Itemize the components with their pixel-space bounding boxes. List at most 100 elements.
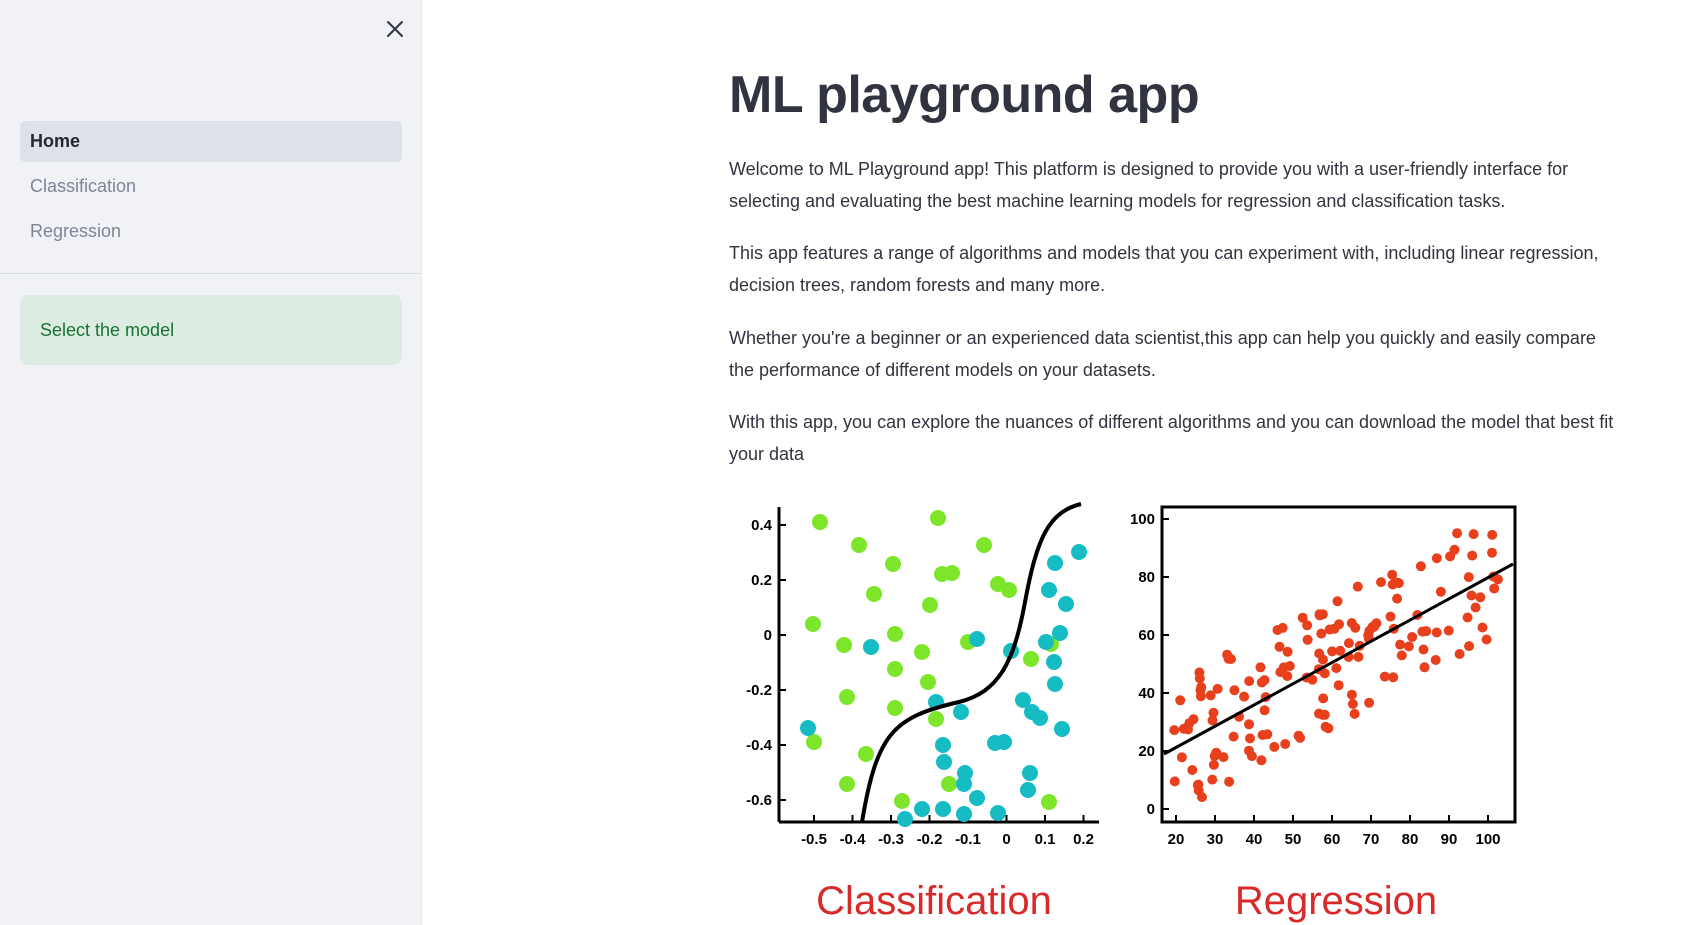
class-b-point: [953, 704, 969, 720]
regression-point: [1314, 610, 1325, 621]
class-b-point: [1041, 582, 1057, 598]
regression-point: [1371, 618, 1382, 629]
sidebar-divider: [0, 273, 421, 274]
regression-point: [1212, 683, 1223, 694]
sidebar-item-home[interactable]: Home: [20, 121, 402, 162]
sidebar-item-label: Home: [30, 131, 81, 151]
regression-point: [1376, 577, 1386, 588]
x-tick-label: 70: [1363, 831, 1380, 848]
regression-point: [1319, 668, 1330, 679]
class-a-point: [990, 576, 1006, 592]
sidebar-item-label: Regression: [30, 221, 122, 241]
x-tick-label: 40: [1246, 831, 1263, 848]
regression-point: [1256, 755, 1267, 766]
class-a-point: [805, 616, 821, 632]
class-b-point: [1020, 782, 1036, 798]
close-sidebar-button[interactable]: [380, 14, 410, 44]
regression-point: [1392, 593, 1403, 604]
intro-paragraph-4: With this app, you can explore the nuanc…: [729, 412, 1614, 464]
intro-paragraph-3: Whether you're a beginner or an experien…: [729, 328, 1596, 380]
sidebar-item-regression[interactable]: Regression: [20, 211, 402, 252]
regression-point: [1327, 646, 1338, 657]
regression-point: [1176, 752, 1187, 763]
class-b-point: [1054, 721, 1070, 737]
ml-illustration: 0.4 0.2 0 -0.2 -0.4 -0.6 -0.5 -0.4 -0.3 -0.2 -0.1…: [746, 502, 1517, 923]
class-b-point: [800, 720, 816, 736]
class-b-point: [1052, 625, 1068, 641]
sidebar-item-classification[interactable]: Classification: [20, 166, 402, 207]
y-tick-label: 80: [1138, 569, 1155, 586]
y-tick-label: 20: [1138, 743, 1155, 760]
regression-point: [1244, 719, 1254, 730]
x-tick-label: 20: [1168, 831, 1185, 848]
regression-point: [1477, 622, 1488, 633]
regression-point: [1175, 695, 1186, 706]
class-a-point: [812, 514, 828, 530]
y-tick-label: 100: [1130, 511, 1155, 528]
regression-point: [1452, 528, 1463, 539]
x-tick-label: -0.4: [840, 831, 867, 848]
regression-point: [1269, 741, 1280, 752]
regression-point: [1228, 731, 1239, 742]
regression-point: [1169, 776, 1180, 787]
y-tick-label: 0.4: [751, 517, 773, 534]
regression-point: [1393, 578, 1404, 589]
regression-point: [1274, 641, 1285, 652]
regression-point: [1205, 690, 1216, 701]
regression-point: [1346, 689, 1357, 700]
class-a-point: [922, 597, 938, 613]
class-a-point: [928, 711, 944, 727]
regression-point: [1282, 671, 1293, 682]
regression-point: [1244, 676, 1255, 687]
regression-point: [1208, 759, 1219, 770]
intro-paragraph-1: Welcome to ML Playground app! This platf…: [729, 159, 1569, 211]
regression-point: [1196, 682, 1207, 693]
regression-point: [1387, 569, 1398, 580]
regression-point: [1192, 780, 1203, 791]
class-a-point: [885, 556, 901, 572]
regression-point: [1396, 650, 1407, 661]
regression-point: [1333, 680, 1344, 691]
class-b-point: [935, 737, 951, 753]
class-b-point: [1047, 676, 1063, 692]
regression-point: [1244, 745, 1254, 756]
regression-point: [1385, 611, 1396, 622]
class-a-point: [914, 644, 930, 660]
regression-point: [1417, 626, 1428, 637]
class-a-point: [887, 661, 903, 677]
x-tick-label: 0.2: [1073, 831, 1094, 848]
class-b-point: [969, 790, 985, 806]
class-a-point: [1041, 794, 1057, 810]
regression-point: [1316, 628, 1327, 639]
regression-point: [1329, 623, 1340, 634]
regression-point: [1187, 765, 1198, 775]
regression-point: [1489, 583, 1500, 594]
class-a-point: [976, 537, 992, 553]
regression-point: [1259, 675, 1270, 686]
regression-point: [1435, 586, 1446, 597]
regression-point: [1466, 590, 1477, 601]
class-b-point: [1071, 544, 1087, 560]
class-b-point: [1032, 710, 1048, 726]
regression-point: [1481, 634, 1492, 645]
x-tick-label: 90: [1441, 831, 1458, 848]
class-a-point: [839, 776, 855, 792]
class-b-point: [897, 811, 913, 827]
regression-point: [1282, 646, 1293, 657]
regression-point: [1259, 705, 1270, 716]
regression-point: [1415, 561, 1426, 572]
regression-point: [1407, 632, 1418, 642]
regression-line: [1163, 562, 1514, 756]
regression-point: [1468, 529, 1479, 540]
regression-point: [1208, 707, 1219, 718]
y-tick-label: -0.4: [746, 737, 773, 754]
x-tick-label: 30: [1207, 831, 1224, 848]
regression-point: [1195, 691, 1206, 702]
x-tick-label: 80: [1402, 831, 1419, 848]
regression-point: [1239, 691, 1250, 702]
class-b-point: [1015, 692, 1031, 708]
regression-point: [1197, 792, 1207, 803]
x-tick-label: -0.3: [878, 831, 904, 848]
regression-point: [1335, 645, 1346, 656]
regression-point: [1302, 620, 1313, 631]
